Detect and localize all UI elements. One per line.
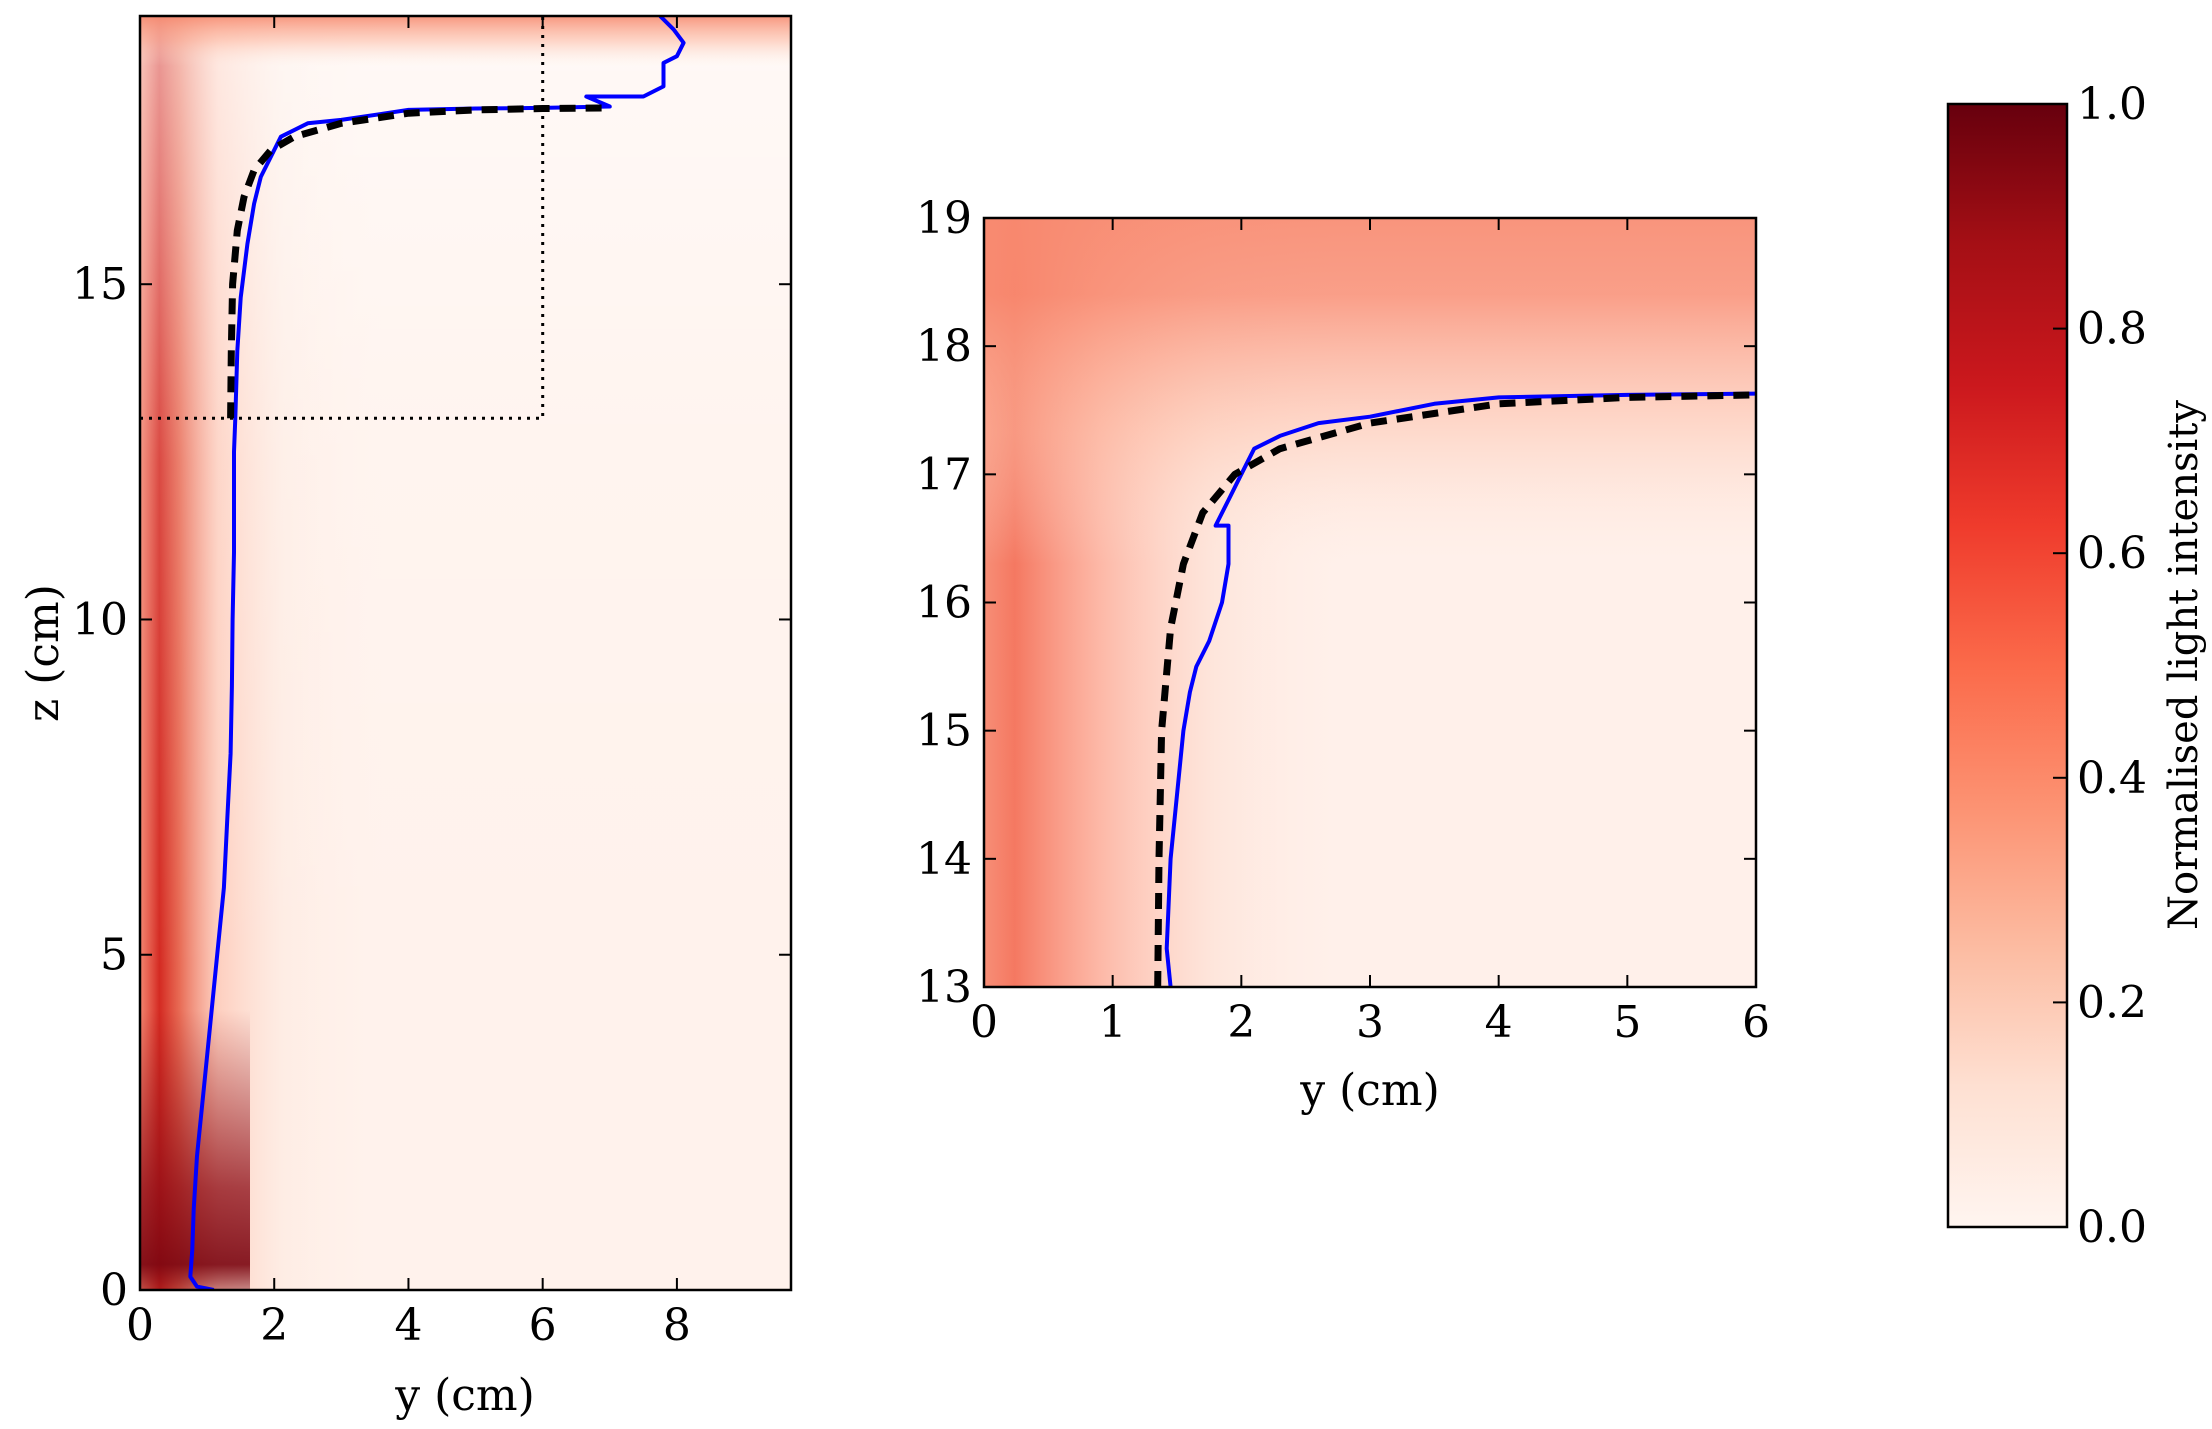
zoom-view-panel: 0 1 2 3 4 5 6 13 14 15 16 17 18 19 y (cm): [916, 193, 1770, 1116]
colorbar-gradient: [1948, 104, 2067, 1227]
zoom-view-x-tick-label: 3: [1356, 997, 1384, 1048]
full-view-y-tick-label: 15: [72, 259, 128, 310]
zoom-view-y-tick-label: 13: [916, 962, 972, 1013]
full-view-y-axis-label: z (cm): [18, 584, 69, 722]
zoom-view-heatmap: [984, 218, 1756, 987]
zoom-view-x-tick-label: 6: [1742, 997, 1770, 1048]
zoom-view-x-tick-label: 1: [1099, 997, 1127, 1048]
full-view-solid-line: [188, 16, 686, 1290]
colorbar-tick-label: 0.6: [2077, 528, 2147, 579]
full-view-x-tick-label: 8: [663, 1300, 691, 1351]
zoom-view-y-tick-label: 14: [916, 834, 972, 885]
colorbar-tick-label: 1.0: [2077, 79, 2147, 130]
colorbar-label: Normalised light intensity: [2161, 400, 2207, 930]
full-view-x-tick-label: 6: [529, 1300, 557, 1351]
zoom-view-solid-line: [1164, 391, 1756, 987]
zoom-view-x-tick-label: 2: [1227, 997, 1255, 1048]
full-view-y-tick-label: 5: [100, 930, 128, 981]
zoom-view-y-tick-label: 19: [916, 193, 972, 244]
full-view-heatmap: [140, 16, 791, 1290]
colorbar-tick-label: 0.0: [2077, 1202, 2147, 1253]
colorbar: 0.0 0.2 0.4 0.6 0.8 1.0 Normalised light inte…: [1946, 79, 2207, 1253]
full-view-frame: [138, 14, 793, 1292]
zoom-view-y-tick-label: 15: [916, 706, 972, 757]
full-view-y-tick-label: 10: [72, 594, 128, 645]
colorbar-tick-label: 0.8: [2077, 304, 2147, 355]
zoom-view-x-tick-label: 5: [1613, 997, 1641, 1048]
zoom-view-x-tick-label: 0: [970, 997, 998, 1048]
zoom-view-x-axis-label: y (cm): [1299, 1065, 1440, 1116]
full-view-x-tick-label: 0: [126, 1300, 154, 1351]
zoom-view-y-tick-label: 17: [916, 449, 972, 500]
zoom-view-y-tick-label: 18: [916, 321, 972, 372]
full-view-panel: 0 2 4 6 8 0 5 10 15 y (cm) z (cm): [18, 14, 793, 1421]
zoom-view-x-tick-label: 4: [1485, 997, 1513, 1048]
zoom-view-y-tick-label: 16: [916, 578, 972, 629]
full-view-x-tick-label: 4: [394, 1300, 422, 1351]
colorbar-tick-label: 0.2: [2077, 977, 2147, 1028]
full-view-x-tick-label: 2: [260, 1300, 288, 1351]
full-view-y-tick-label: 0: [100, 1265, 128, 1316]
zoom-view-dashed-line: [1154, 391, 1756, 987]
colorbar-frame: [1946, 102, 2069, 1229]
full-view-x-axis-label: y (cm): [394, 1370, 535, 1421]
full-view-dashed-line: [227, 104, 610, 419]
colorbar-tick-label: 0.4: [2077, 753, 2147, 804]
